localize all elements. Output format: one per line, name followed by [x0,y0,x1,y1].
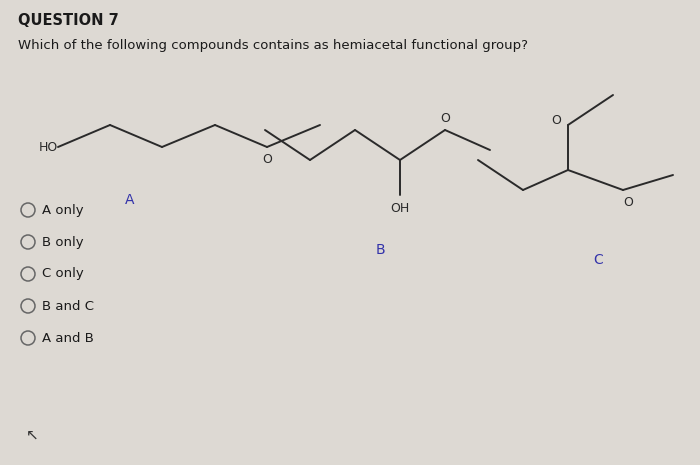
Text: O: O [262,153,272,166]
Text: A only: A only [42,204,83,217]
Text: Which of the following compounds contains as hemiacetal functional group?: Which of the following compounds contain… [18,39,528,52]
Text: HO: HO [38,140,58,153]
Text: A and B: A and B [42,332,94,345]
Text: C only: C only [42,267,84,280]
Text: ↖: ↖ [26,427,38,443]
Text: B only: B only [42,235,83,248]
Text: O: O [623,195,633,208]
Text: OH: OH [391,201,409,214]
Text: O: O [440,112,450,125]
Text: A: A [125,193,134,207]
Text: B: B [375,243,385,257]
Text: QUESTION 7: QUESTION 7 [18,13,119,27]
Text: C: C [593,253,603,267]
Text: B and C: B and C [42,299,94,312]
Text: O: O [551,113,561,126]
